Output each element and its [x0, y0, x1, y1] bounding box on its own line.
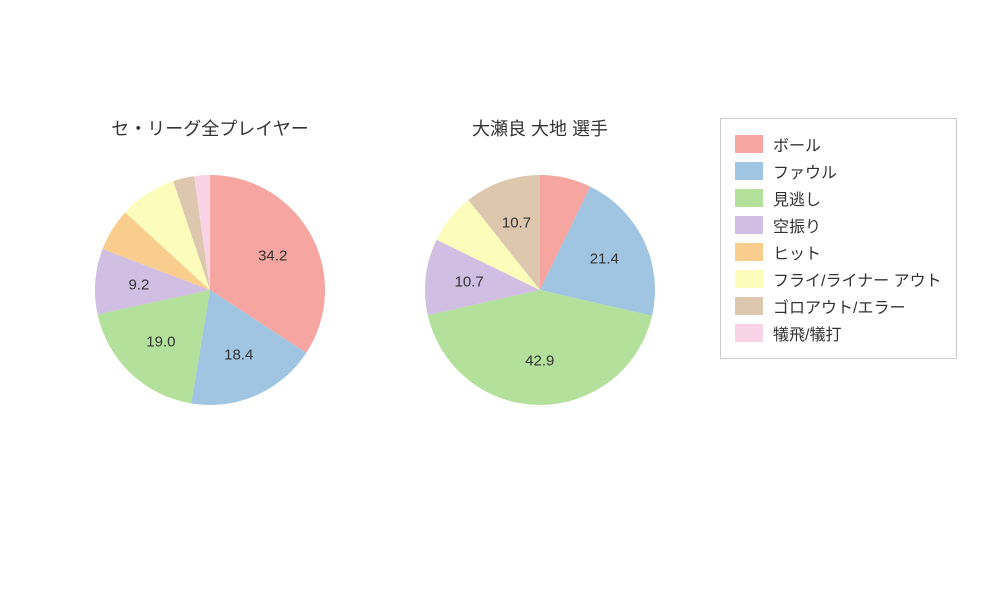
pie-value-label: 42.9 [525, 353, 554, 370]
legend-swatch [735, 216, 763, 234]
legend-label: 見逃し [773, 186, 821, 210]
legend-label: フライ/ライナー アウト [773, 267, 942, 291]
legend-swatch [735, 189, 763, 207]
pie-value-label: 10.7 [502, 214, 531, 231]
legend-swatch [735, 162, 763, 180]
legend-item: 見逃し [735, 186, 942, 210]
legend-label: ボール [773, 132, 821, 156]
legend-label: 空振り [773, 213, 821, 237]
legend-label: ゴロアウト/エラー [773, 294, 905, 318]
legend-label: ヒット [773, 240, 821, 264]
legend-label: 犠飛/犠打 [773, 321, 841, 345]
legend-swatch [735, 243, 763, 261]
legend-item: ボール [735, 132, 942, 156]
pie-value-label: 21.4 [590, 251, 619, 268]
legend-item: フライ/ライナー アウト [735, 267, 942, 291]
legend-swatch [735, 324, 763, 342]
legend-label: ファウル [773, 159, 837, 183]
legend-item: ファウル [735, 159, 942, 183]
legend-item: 犠飛/犠打 [735, 321, 942, 345]
chart-container: セ・リーグ全プレイヤー 大瀬良 大地 選手 34.218.419.09.2 21… [0, 0, 1000, 600]
legend-swatch [735, 135, 763, 153]
legend-item: ヒット [735, 240, 942, 264]
pie-value-label: 10.7 [455, 273, 484, 290]
legend-item: ゴロアウト/エラー [735, 294, 942, 318]
legend: ボールファウル見逃し空振りヒットフライ/ライナー アウトゴロアウト/エラー犠飛/… [720, 118, 957, 359]
legend-swatch [735, 297, 763, 315]
legend-item: 空振り [735, 213, 942, 237]
legend-swatch [735, 270, 763, 288]
